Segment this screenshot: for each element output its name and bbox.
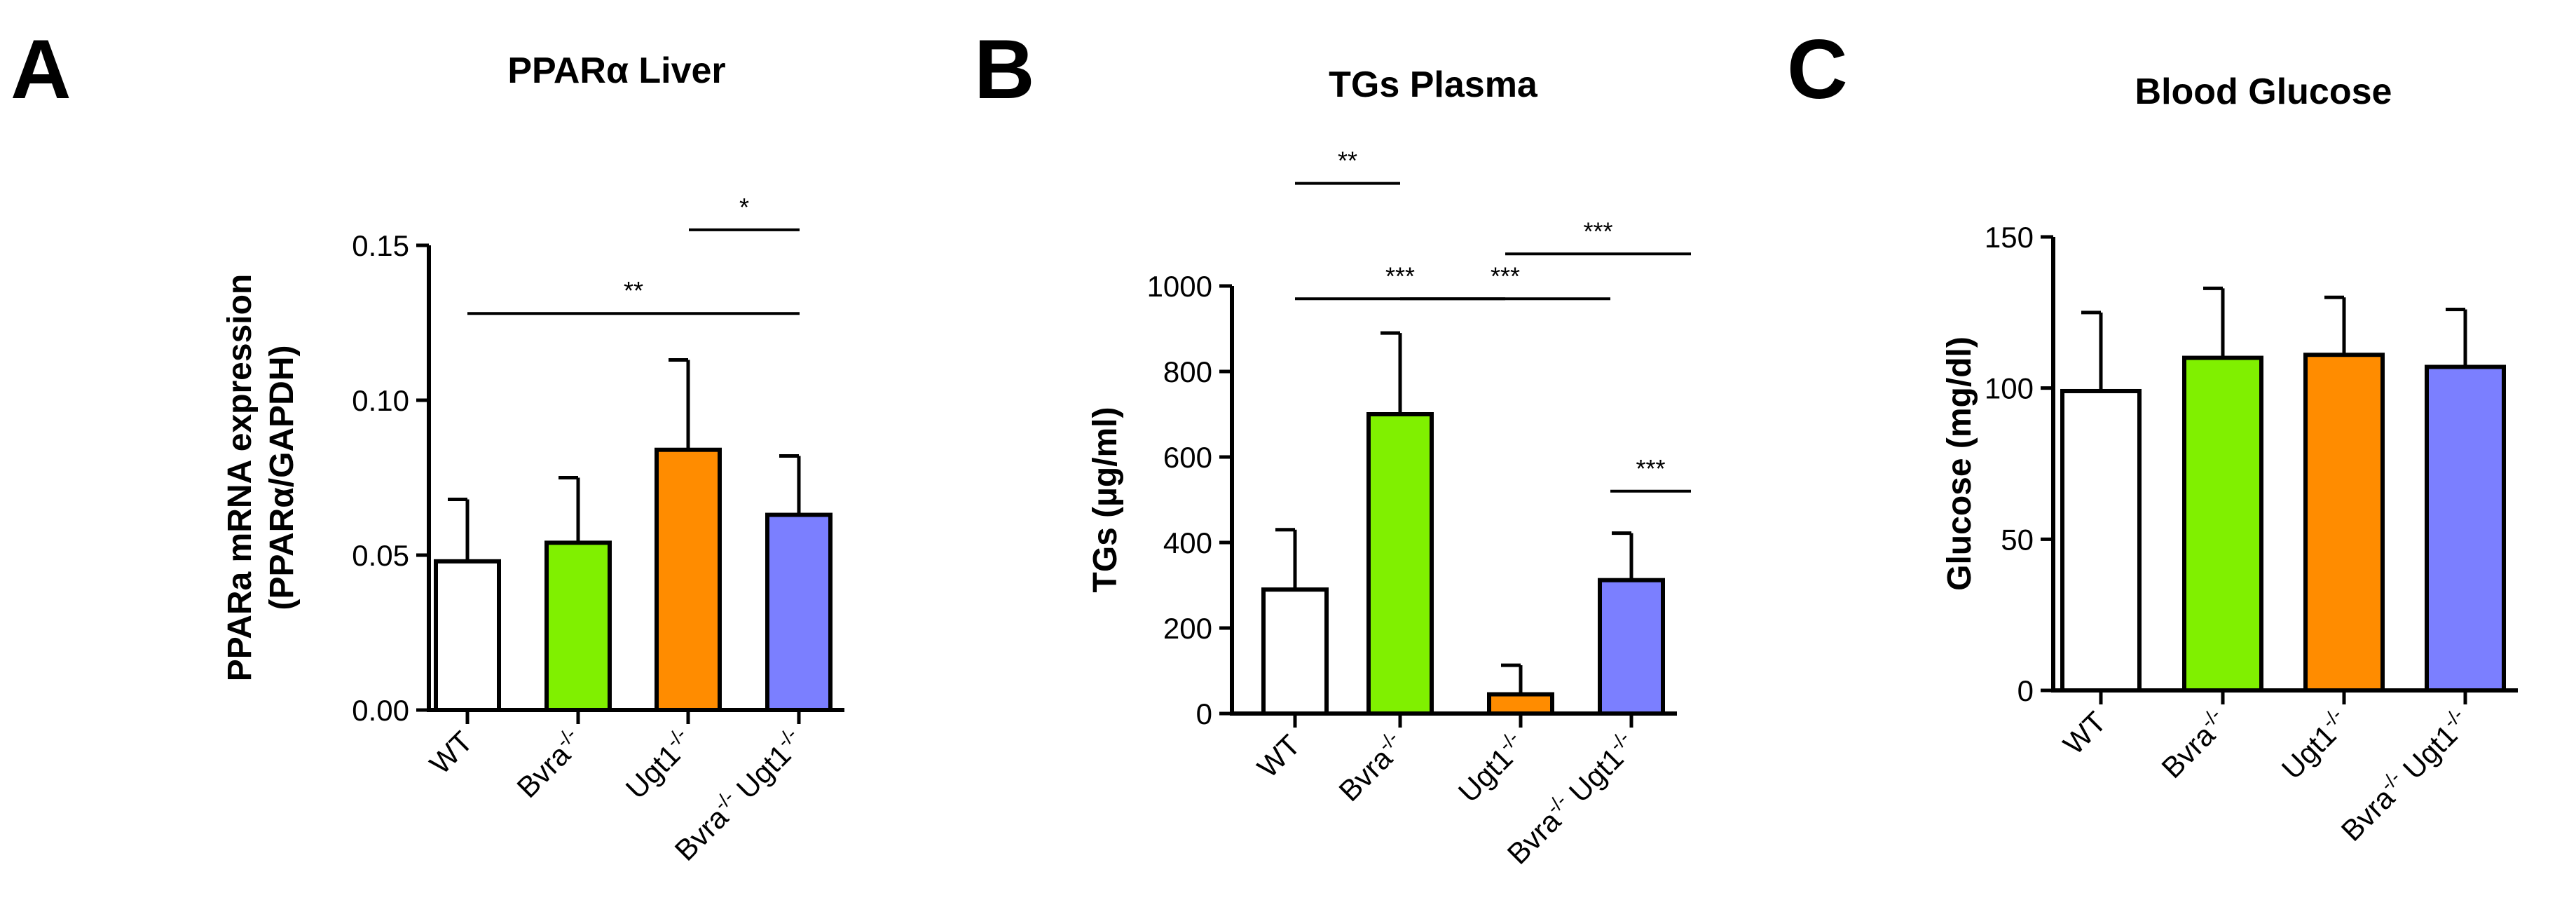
chart-b-ytick-label: 200 (1163, 612, 1212, 645)
chart-b: TGs Plasma TGs (µg/ml) 0 200 400 600 800 1000 WT… (1087, 64, 1691, 871)
chart-a: PPARα Liver PPARa mRNA expression (PPARα/G… (221, 50, 844, 867)
chart-a-category-label: Ugt1-/- (618, 723, 700, 805)
chart-b-significance-label: ** (1338, 146, 1357, 175)
chart-a-ylabel-2: (PPARα/GAPDH) (263, 346, 301, 611)
chart-b-ylabel: TGs (µg/ml) (1087, 407, 1124, 593)
chart-a-category-label: Bvra-/- Ugt1-/- (667, 723, 811, 867)
chart-c-category-label: WT (2057, 705, 2112, 760)
chart-b-ytick-label: 1000 (1147, 270, 1212, 303)
chart-c-category-label: Ugt1-/- (2274, 704, 2356, 786)
panel-letter-b: B (974, 22, 1035, 116)
chart-b-category-label: Ugt1-/- (1451, 727, 1533, 809)
chart-c-bar (2060, 388, 2142, 693)
chart-b-ytick-label: 600 (1163, 441, 1212, 474)
chart-c-title: Blood Glucose (2135, 71, 2392, 112)
chart-c-bar (2303, 353, 2385, 693)
chart-c: Blood Glucose Glucose (mg/dl) 0 50 100 150 WT B… (1941, 71, 2518, 847)
chart-b-category-label: Bvra-/- Ugt1-/- (1500, 727, 1643, 871)
chart-a-category-label: Bvra-/- (509, 723, 589, 804)
panel-letter-a: A (11, 22, 71, 116)
chart-c-ytick-label: 50 (2001, 523, 2034, 556)
chart-b-category-label: Bvra-/- (1331, 727, 1411, 807)
panel-letter-c: C (1787, 22, 1848, 116)
chart-b-category-label: WT (1251, 728, 1306, 784)
chart-a-ytick-label: 0.00 (352, 694, 409, 727)
chart-b-ytick-label: 0 (1196, 697, 1212, 730)
chart-c-bar (2425, 364, 2506, 693)
chart-b-significance-label: *** (1491, 261, 1520, 290)
chart-a-bar (655, 447, 722, 712)
chart-c-bar (2182, 355, 2263, 693)
chart-a-category-label: WT (423, 725, 479, 780)
chart-a-bar (544, 540, 612, 712)
chart-a-bar (765, 512, 833, 712)
chart-a-significance-label: * (739, 193, 749, 221)
chart-a-ytick-label: 0.10 (352, 384, 409, 417)
chart-c-ylabel: Glucose (mg/dl) (1941, 336, 1978, 591)
chart-b-bar (1261, 587, 1329, 716)
chart-b-bar (1366, 412, 1434, 716)
chart-b-bar (1487, 692, 1554, 716)
chart-a-ytick-label: 0.15 (352, 229, 409, 262)
chart-b-title: TGs Plasma (1329, 64, 1538, 105)
chart-a-ytick-label: 0.05 (352, 539, 409, 572)
chart-a-title: PPARα Liver (507, 50, 725, 91)
chart-a-ylabel: PPARa mRNA expression (221, 274, 259, 682)
chart-a-significance-label: ** (624, 276, 643, 305)
chart-c-category-label: Bvra-/- Ugt1-/- (2334, 704, 2477, 847)
chart-b-significance-label: *** (1636, 454, 1665, 483)
chart-b-significance-label: *** (1385, 261, 1415, 290)
chart-c-ytick-label: 0 (2017, 674, 2034, 707)
chart-a-bar (434, 559, 501, 713)
chart-c-category-label: Bvra-/- (2153, 704, 2234, 784)
chart-b-bar (1598, 578, 1665, 716)
chart-b-ytick-label: 800 (1163, 355, 1212, 388)
chart-b-significance-label: *** (1583, 217, 1612, 245)
chart-c-ytick-label: 150 (1985, 221, 2034, 254)
chart-c-ytick-label: 100 (1985, 372, 2034, 405)
chart-b-ytick-label: 400 (1163, 526, 1212, 559)
